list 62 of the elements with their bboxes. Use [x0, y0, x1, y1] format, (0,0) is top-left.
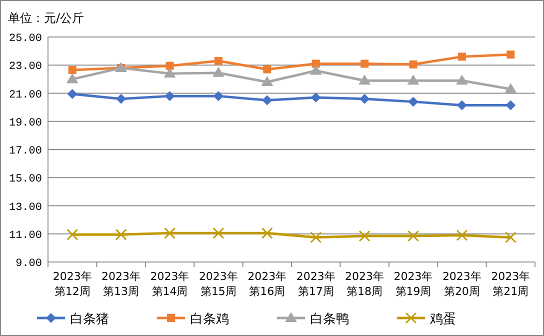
point	[115, 228, 127, 240]
point	[212, 227, 224, 239]
point	[310, 92, 321, 102]
point	[360, 60, 369, 68]
x-tick-label: 2023年第20周	[442, 270, 482, 298]
legend-label: 白条鸭	[310, 312, 349, 327]
point	[407, 74, 420, 85]
x-tick-label: 2023年第17周	[296, 270, 336, 298]
point	[212, 66, 224, 77]
point	[358, 230, 370, 242]
point	[164, 68, 176, 78]
x-tick-label: 2023年第15周	[198, 270, 238, 298]
x-tick-label: 2023年第14周	[150, 270, 190, 298]
point	[68, 66, 76, 74]
point	[504, 83, 517, 94]
x-tick-label: 2023年第21周	[491, 270, 530, 298]
x-tick-label: 2023年第12周	[52, 270, 92, 298]
y-tick-label: 21.00	[8, 89, 42, 102]
point	[456, 230, 468, 242]
point	[409, 60, 418, 68]
point	[263, 65, 272, 74]
point	[261, 76, 274, 86]
point	[310, 232, 322, 244]
point	[166, 62, 174, 70]
point	[504, 232, 516, 244]
point	[67, 88, 78, 99]
point	[408, 230, 419, 242]
x-tick-label: 2023年第13周	[102, 270, 141, 298]
point	[213, 91, 224, 102]
y-tick-label: 13.00	[8, 202, 42, 214]
x-tick-label: 2023年第19周	[394, 270, 433, 298]
y-tick-label: 19.00	[8, 117, 42, 130]
point	[408, 96, 418, 107]
x-tick-label: 2023年第16周	[248, 270, 287, 298]
y-tick-label: 9.00	[16, 258, 42, 270]
legend-label: 白条鸡	[190, 312, 229, 327]
legend-label: 鸡蛋	[429, 312, 456, 327]
point	[164, 227, 176, 239]
point	[261, 227, 273, 239]
point	[310, 64, 322, 75]
point	[458, 52, 466, 61]
point	[116, 94, 126, 104]
point	[360, 94, 370, 104]
point	[214, 56, 222, 65]
point	[358, 74, 371, 85]
legend-label: 白条猪	[70, 312, 109, 327]
y-tick-label: 17.00	[8, 146, 42, 158]
point	[262, 95, 272, 106]
y-tick-label: 11.00	[8, 230, 42, 242]
y-tick-label: 23.00	[8, 61, 42, 74]
point	[66, 228, 78, 240]
x-tick-label: 2023年第18周	[345, 270, 384, 298]
point	[506, 100, 516, 110]
point	[506, 50, 515, 59]
point	[312, 60, 320, 68]
point	[66, 73, 78, 84]
point	[456, 74, 468, 85]
y-axis-title: 单位：元/公斤	[8, 11, 84, 25]
y-tick-label: 25.00	[8, 33, 42, 45]
point	[164, 91, 175, 102]
point	[456, 100, 467, 110]
y-tick-label: 15.00	[8, 174, 42, 186]
